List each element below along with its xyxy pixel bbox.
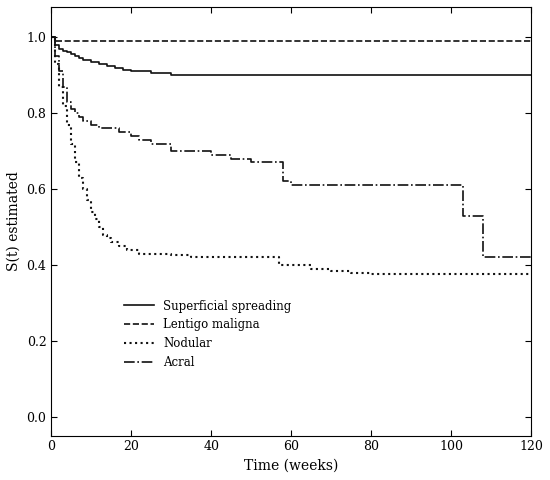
Superficial spreading xyxy=(60,46,67,51)
Acral xyxy=(108,125,114,131)
Superficial spreading xyxy=(104,63,111,69)
Acral xyxy=(48,35,54,40)
Superficial spreading xyxy=(80,55,86,61)
Acral xyxy=(528,254,535,260)
Nodular xyxy=(488,272,494,277)
Superficial spreading xyxy=(56,42,63,48)
Superficial spreading xyxy=(128,67,135,72)
Superficial spreading xyxy=(88,59,95,65)
Nodular xyxy=(528,272,535,277)
Superficial spreading xyxy=(68,49,75,55)
Superficial spreading xyxy=(168,72,174,78)
Legend: Superficial spreading, Lentigo maligna, Nodular, Acral: Superficial spreading, Lentigo maligna, … xyxy=(119,295,296,374)
Lentigo maligna xyxy=(52,35,58,40)
Superficial spreading xyxy=(60,48,67,53)
Superficial spreading xyxy=(88,57,95,63)
Superficial spreading xyxy=(112,63,118,69)
Nodular xyxy=(88,209,95,215)
Nodular xyxy=(288,262,294,268)
Lentigo maligna xyxy=(528,38,535,44)
Superficial spreading xyxy=(68,51,75,57)
Lentigo maligna xyxy=(52,38,58,44)
Superficial spreading xyxy=(52,35,58,40)
Superficial spreading xyxy=(112,65,118,71)
Superficial spreading xyxy=(128,69,135,74)
Acral xyxy=(528,254,535,260)
Superficial spreading xyxy=(528,72,535,78)
Nodular xyxy=(52,61,58,67)
Superficial spreading xyxy=(52,42,58,48)
Acral xyxy=(248,156,255,162)
Superficial spreading xyxy=(56,46,63,51)
Acral xyxy=(116,125,123,131)
Superficial spreading xyxy=(64,48,70,53)
Superficial spreading xyxy=(148,71,155,76)
Lentigo maligna xyxy=(528,38,535,44)
Line: Acral: Acral xyxy=(51,37,531,257)
Superficial spreading xyxy=(64,49,70,55)
Superficial spreading xyxy=(72,53,79,59)
Superficial spreading xyxy=(104,61,111,67)
Superficial spreading xyxy=(120,65,127,71)
Acral xyxy=(480,254,486,260)
Superficial spreading xyxy=(120,67,127,72)
Superficial spreading xyxy=(48,35,54,40)
Superficial spreading xyxy=(76,55,82,61)
Nodular xyxy=(188,254,195,260)
Superficial spreading xyxy=(148,69,155,74)
X-axis label: Time (weeks): Time (weeks) xyxy=(244,459,338,473)
Superficial spreading xyxy=(168,71,174,76)
Acral xyxy=(60,69,67,74)
Superficial spreading xyxy=(96,59,102,65)
Nodular xyxy=(124,247,130,252)
Superficial spreading xyxy=(528,72,535,78)
Superficial spreading xyxy=(96,61,102,67)
Y-axis label: S(t) estimated: S(t) estimated xyxy=(7,171,21,271)
Superficial spreading xyxy=(80,57,86,63)
Superficial spreading xyxy=(72,51,79,57)
Nodular xyxy=(48,35,54,40)
Nodular xyxy=(368,272,375,277)
Line: Nodular: Nodular xyxy=(51,37,531,275)
Lentigo maligna xyxy=(48,35,54,40)
Line: Lentigo maligna: Lentigo maligna xyxy=(51,37,531,41)
Line: Superficial spreading: Superficial spreading xyxy=(51,37,531,75)
Superficial spreading xyxy=(76,53,82,59)
Acral xyxy=(76,110,82,116)
